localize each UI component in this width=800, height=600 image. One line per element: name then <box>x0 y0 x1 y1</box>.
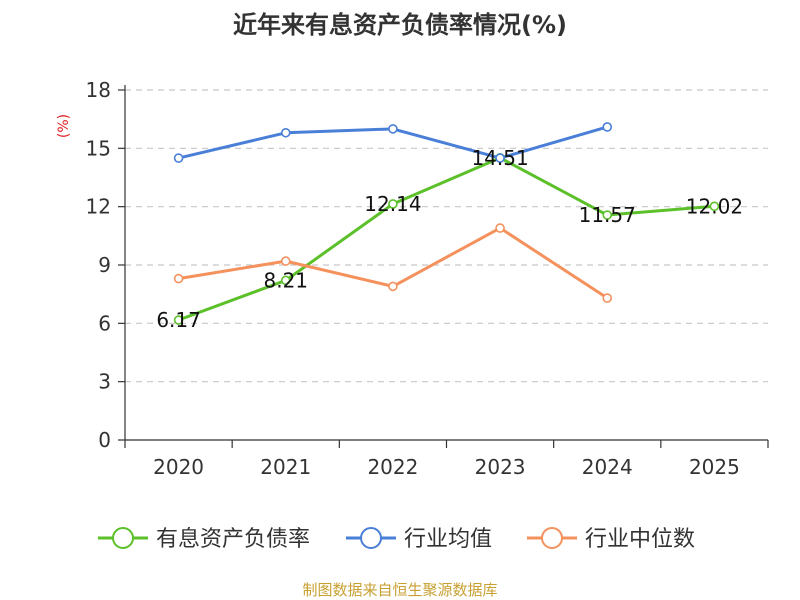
data-label: 6.17 <box>156 308 201 332</box>
source-note: 制图数据来自恒生聚源数据库 <box>302 581 497 599</box>
legend-marker <box>112 527 134 549</box>
x-tick-label: 2021 <box>260 455 311 479</box>
legend-item: 行业均值 <box>346 527 492 552</box>
data-point <box>388 124 398 134</box>
y-tick-label: 3 <box>98 370 111 394</box>
data-point <box>709 201 720 212</box>
series-line <box>178 156 715 322</box>
data-point <box>602 293 613 303</box>
data-point <box>388 199 398 209</box>
y-tick-label: 18 <box>86 78 111 102</box>
data-point <box>173 273 184 284</box>
legend: 有息资产负债率 行业均值 行业中位数 <box>98 527 695 552</box>
x-axis: 2020 2021 2022 2023 2024 2025 <box>124 439 769 479</box>
data-point <box>602 210 613 220</box>
x-tick-label: 2024 <box>582 455 633 479</box>
data-label: 8.21 <box>263 268 308 292</box>
y-tick-label: 9 <box>98 253 111 277</box>
data-label: 14.51 <box>471 146 528 170</box>
legend-item: 行业中位数 <box>527 527 695 552</box>
y-tick-label: 0 <box>98 428 111 452</box>
data-labels: 6.17 8.21 12.14 14.51 11.57 12.02 <box>156 146 743 332</box>
grid-lines <box>125 89 768 383</box>
y-tick-label: 6 <box>98 311 111 335</box>
data-label: 12.02 <box>686 194 743 218</box>
data-label: 12.14 <box>364 192 421 216</box>
data-point <box>602 122 613 132</box>
x-tick-label: 2022 <box>367 455 418 479</box>
y-tick-label: 15 <box>86 136 111 160</box>
x-tick-label: 2023 <box>475 455 526 479</box>
legend-label: 行业均值 <box>404 527 492 552</box>
data-point <box>280 127 291 138</box>
y-axis: 0 3 6 9 12 15 18 <box>86 78 126 452</box>
series-points <box>173 122 720 325</box>
legend-marker <box>541 527 563 549</box>
data-point <box>173 315 184 325</box>
legend-marker <box>360 527 382 549</box>
legend-label: 行业中位数 <box>585 527 695 552</box>
data-point <box>280 275 291 286</box>
legend-label: 有息资产负债率 <box>156 527 310 552</box>
data-label: 11.57 <box>579 203 636 227</box>
data-point <box>173 153 184 163</box>
x-tick-label: 2025 <box>689 455 740 479</box>
chart-title: 近年来有息资产负债率情况(%) <box>233 11 567 39</box>
y-tick-label: 12 <box>86 195 111 219</box>
legend-item: 有息资产负债率 <box>98 527 310 552</box>
data-point <box>495 153 505 163</box>
data-point <box>280 256 291 266</box>
data-point <box>495 223 505 233</box>
data-point <box>388 281 398 292</box>
x-tick-label: 2020 <box>153 455 204 479</box>
y-axis-unit-label: (%) <box>56 114 72 138</box>
